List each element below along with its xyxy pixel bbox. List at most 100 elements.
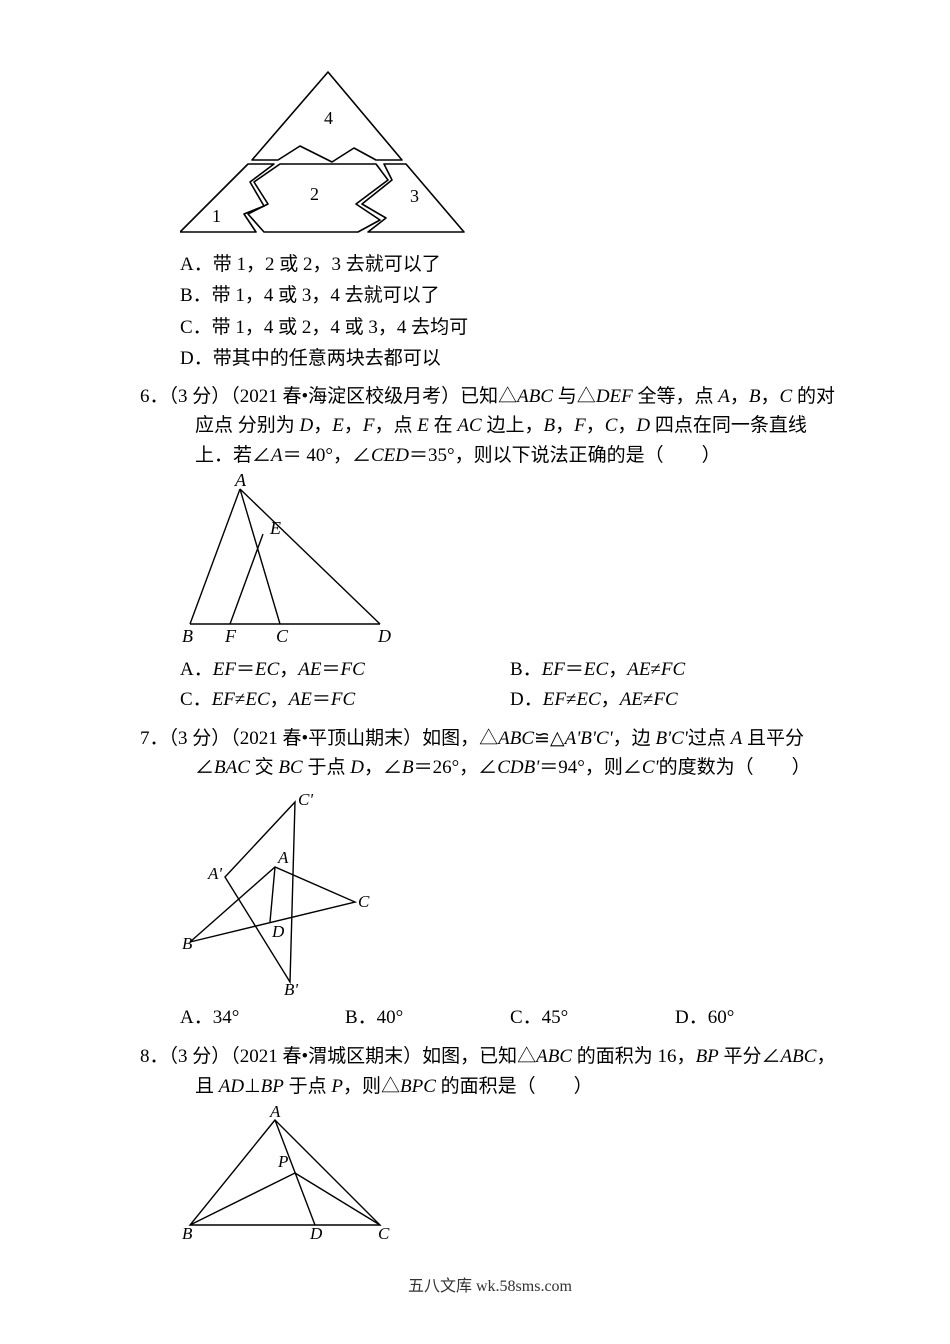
q7-fl-C: C <box>358 892 370 911</box>
q7-t10: ＝94°，则∠ <box>539 757 642 778</box>
q6c-3: AE <box>289 689 312 710</box>
q7-B: B <box>402 757 414 778</box>
q6a-1: EF <box>213 659 236 680</box>
q8-stem: 8．（3 分）（2021 春•渭城区期末）如图，已知△ABC 的面积为 16，B… <box>140 1042 840 1101</box>
q7-Cp: C' <box>642 757 659 778</box>
q7-t6: 交 <box>255 757 279 778</box>
q5-option-a: A．带 1，2 或 2，3 去就可以了 <box>180 250 840 279</box>
q8-t7: ，则△ <box>343 1076 400 1097</box>
q6-t6: ，点 <box>375 415 418 436</box>
q6-t7: 在 <box>429 415 458 436</box>
q6d-m1: ≠ <box>566 689 576 710</box>
q6-options: A．EF＝EC，AE＝FC B．EF＝EC，AE≠FC C．EF≠EC，AE＝F… <box>140 655 840 714</box>
q6d-2: EC <box>576 689 600 710</box>
q8-P: P <box>331 1076 343 1097</box>
q6b-m3: ≠ <box>650 659 660 680</box>
q5-option-d: D．带其中的任意两块去都可以 <box>180 344 840 373</box>
q7-bac: BAC <box>214 757 250 778</box>
q6-C2: C <box>605 415 618 436</box>
q6-AC: AC <box>457 415 481 436</box>
q8-AD: AD <box>219 1076 244 1097</box>
q7-fl-A: A <box>277 848 289 867</box>
q8-figure: A B C D P <box>180 1105 840 1245</box>
piece-3-label: 3 <box>410 186 419 206</box>
q8-t5: ⊥ <box>244 1076 261 1097</box>
q6c-m3: ＝ <box>312 689 331 710</box>
q8-fl-P: P <box>277 1152 288 1171</box>
q8-fl-C: C <box>378 1224 390 1243</box>
q6a-pre: A． <box>180 659 213 680</box>
q7-fl-Bp: B' <box>284 980 298 997</box>
q6-abc: ABC <box>517 386 553 407</box>
q8-t6: 于点 <box>284 1076 332 1097</box>
q6d-m3: ≠ <box>643 689 653 710</box>
q7-apbpcp: A'B'C' <box>565 728 613 749</box>
q6-opt-d: D．EF≠EC，AE≠FC <box>510 685 840 714</box>
q6b-2: EC <box>584 659 608 680</box>
q7-t9: ＝26°，∠ <box>414 757 498 778</box>
q8-t3: 平分∠ <box>719 1046 781 1067</box>
q7-t1: 7．（3 分）（2021 春•平顶山期末）如图，△ <box>140 728 498 749</box>
q6c-1: EF <box>212 689 235 710</box>
q7-bpcp: B'C' <box>655 728 687 749</box>
q6-t3: 全等，点 <box>633 386 719 407</box>
q6c-4: FC <box>331 689 355 710</box>
q6-E: E <box>332 415 344 436</box>
q8-abc: ABC <box>536 1046 572 1067</box>
q7-D: D <box>350 757 364 778</box>
q6b-m1: ＝ <box>565 659 584 680</box>
q7-options: A．34° B．40° C．45° D．60° <box>140 1003 840 1032</box>
q7-fl-D: D <box>271 922 285 941</box>
q6-t1: 6．（3 分）（2021 春•海淀区校级月考）已知△ <box>140 386 517 407</box>
q6-D2: D <box>636 415 650 436</box>
q7-abc: ABC <box>498 728 534 749</box>
q6b-pre: B． <box>510 659 542 680</box>
q6-figure: A E B F C D <box>180 474 840 649</box>
q6a-m2: ， <box>279 659 298 680</box>
q8-fl-D: D <box>309 1224 323 1243</box>
q6d-3: AE <box>620 689 643 710</box>
q6b-1: EF <box>542 659 565 680</box>
q6a-4: FC <box>341 659 365 680</box>
q8-bpc2: BPC <box>400 1076 436 1097</box>
q6-svg: A E B F C D <box>180 474 400 649</box>
q6b-3: AE <box>627 659 650 680</box>
q8-abc2: ABC <box>781 1046 817 1067</box>
q6-t5: 分别为 <box>238 415 300 436</box>
q6-F2: F <box>574 415 586 436</box>
q7-fl-Cp: C' <box>298 790 313 809</box>
q7-stem: 7．（3 分）（2021 春•平顶山期末）如图，△ABC≌△A'B'C'，边 B… <box>140 724 840 783</box>
q6-B2: B <box>543 415 555 436</box>
q6-stem: 6．（3 分）（2021 春•海淀区校级月考）已知△ABC 与△DEF 全等，点… <box>140 382 840 470</box>
q6-E2: E <box>417 415 429 436</box>
q7-t11: 的度数为（ ） <box>659 757 811 778</box>
q7-svg: A B C D A' B' C' <box>180 787 380 997</box>
page-footer: 五八文库 wk.58sms.com <box>140 1275 840 1300</box>
broken-triangle-svg: 1 2 3 4 <box>180 64 480 244</box>
q6-fl-C: C <box>276 626 289 646</box>
q7-opt-c: C．45° <box>510 1003 675 1032</box>
q6-t11: 40°，∠ <box>306 445 371 466</box>
q8-fl-B: B <box>182 1224 193 1243</box>
q6c-m2: ， <box>270 689 289 710</box>
q6a-3: AE <box>298 659 321 680</box>
q8-t1: 8．（3 分）（2021 春•渭城区期末）如图，已知△ <box>140 1046 536 1067</box>
piece-2-label: 2 <box>310 184 319 204</box>
piece-4-label: 4 <box>324 108 333 128</box>
q6d-m2: ， <box>601 689 620 710</box>
q7-t7: 于点 <box>303 757 351 778</box>
q6: 6．（3 分）（2021 春•海淀区校级月考）已知△ABC 与△DEF 全等，点… <box>140 382 840 714</box>
q7-opt-b: B．40° <box>345 1003 510 1032</box>
q6-t8: 边上， <box>482 415 544 436</box>
q6d-4: FC <box>653 689 677 710</box>
q6a-2: EC <box>255 659 279 680</box>
q5-option-c: C．带 1，4 或 2，4 或 3，4 去均可 <box>180 313 840 342</box>
q7-t8: ，∠ <box>364 757 402 778</box>
q8-t2: 的面积为 16， <box>572 1046 696 1067</box>
q6-fl-E: E <box>269 518 281 538</box>
q8-t8: 的面积是（ ） <box>436 1076 593 1097</box>
q6-opt-c: C．EF≠EC，AE＝FC <box>180 685 510 714</box>
q6-fl-D: D <box>377 626 391 646</box>
q6a-m1: ＝ <box>236 659 255 680</box>
q6-opt-b: B．EF＝EC，AE≠FC <box>510 655 840 684</box>
